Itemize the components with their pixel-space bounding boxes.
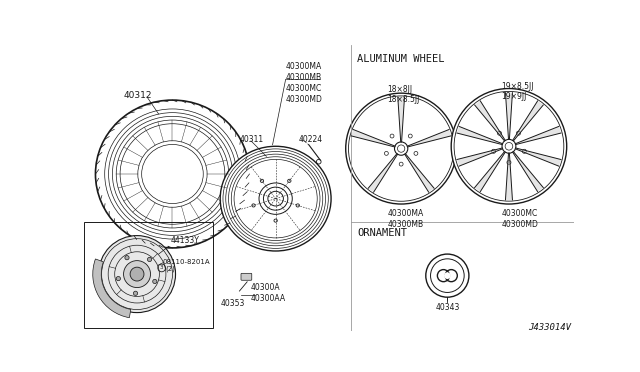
Circle shape <box>394 142 408 155</box>
Polygon shape <box>398 97 404 142</box>
Polygon shape <box>404 154 434 192</box>
Circle shape <box>99 235 175 312</box>
Text: 40224: 40224 <box>299 135 323 144</box>
Text: 40300MA
40300MB
40300MC
40300MD: 40300MA 40300MB 40300MC 40300MD <box>285 62 323 104</box>
Text: ORNAMENT: ORNAMENT <box>357 228 407 238</box>
FancyBboxPatch shape <box>241 273 252 280</box>
Circle shape <box>408 134 412 138</box>
Circle shape <box>133 291 138 295</box>
Circle shape <box>153 279 157 283</box>
Polygon shape <box>407 129 451 147</box>
Circle shape <box>502 140 516 153</box>
Text: 3: 3 <box>160 266 163 270</box>
Circle shape <box>130 267 144 281</box>
Polygon shape <box>457 126 502 145</box>
Text: 19×8.5JJ
19×9JJ: 19×8.5JJ 19×9JJ <box>501 81 534 101</box>
Text: ALUMINUM WHEEL: ALUMINUM WHEEL <box>357 54 445 64</box>
Circle shape <box>414 151 418 155</box>
Text: 40353: 40353 <box>220 299 244 308</box>
Text: 40300A
40300AA: 40300A 40300AA <box>251 283 286 304</box>
Text: (2): (2) <box>166 265 175 272</box>
Circle shape <box>346 93 456 204</box>
Ellipse shape <box>260 179 264 182</box>
Circle shape <box>390 134 394 138</box>
Circle shape <box>451 89 566 204</box>
Text: 40300MC
40300MD: 40300MC 40300MD <box>501 209 538 229</box>
Text: 44133Y: 44133Y <box>170 236 199 245</box>
Ellipse shape <box>287 179 291 182</box>
Circle shape <box>116 276 120 281</box>
Polygon shape <box>506 153 513 200</box>
Text: 08110-8201A: 08110-8201A <box>163 259 210 265</box>
Circle shape <box>516 131 520 135</box>
Polygon shape <box>351 129 395 147</box>
Polygon shape <box>368 154 397 192</box>
Circle shape <box>444 272 451 279</box>
Circle shape <box>522 149 526 153</box>
Text: 40300MA
40300MB: 40300MA 40300MB <box>387 209 424 229</box>
Text: 40312: 40312 <box>124 91 152 100</box>
Ellipse shape <box>274 219 277 222</box>
Circle shape <box>497 131 502 135</box>
Text: 40311: 40311 <box>239 135 264 144</box>
Text: 18×8JJ
18×8.5JJ: 18×8JJ 18×8.5JJ <box>387 85 420 104</box>
Circle shape <box>385 151 388 155</box>
Circle shape <box>426 254 469 297</box>
Ellipse shape <box>296 204 300 207</box>
Wedge shape <box>93 259 131 318</box>
Circle shape <box>124 261 150 288</box>
Text: J433014V: J433014V <box>529 323 572 332</box>
Polygon shape <box>515 148 561 166</box>
Bar <box>84 222 213 328</box>
Circle shape <box>492 149 495 153</box>
Ellipse shape <box>252 204 255 207</box>
Polygon shape <box>475 152 505 192</box>
Polygon shape <box>506 93 513 140</box>
Polygon shape <box>457 148 502 166</box>
Text: 40343: 40343 <box>435 303 460 312</box>
Polygon shape <box>515 126 561 145</box>
Circle shape <box>125 256 129 260</box>
Polygon shape <box>513 152 543 192</box>
Circle shape <box>147 257 152 262</box>
Polygon shape <box>475 101 505 141</box>
Ellipse shape <box>220 146 331 251</box>
Circle shape <box>399 162 403 166</box>
Polygon shape <box>513 101 543 141</box>
Circle shape <box>507 160 511 164</box>
